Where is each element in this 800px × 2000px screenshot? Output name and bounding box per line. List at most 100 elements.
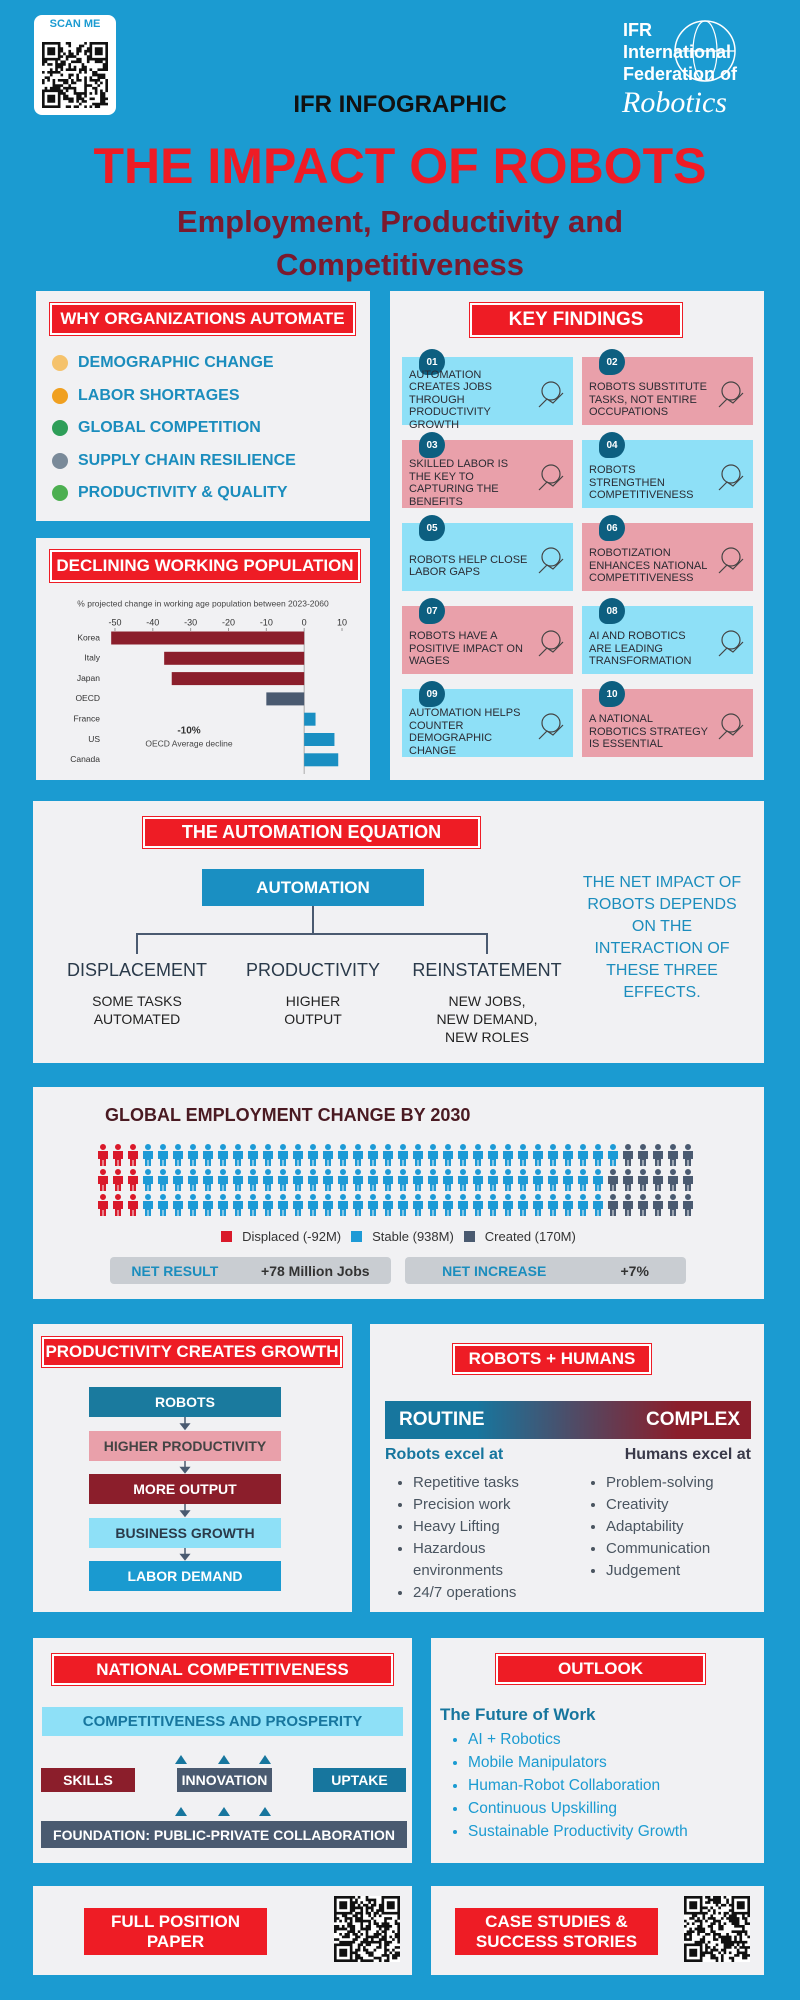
person-icon: [653, 1169, 663, 1191]
person-icon: [353, 1144, 363, 1166]
flow-step: HIGHER PRODUCTIVITY: [89, 1430, 281, 1461]
person-icon: [638, 1144, 648, 1166]
person-icon: [683, 1144, 693, 1166]
person-icon: [518, 1194, 528, 1216]
person-icon: [338, 1169, 348, 1191]
link-button[interactable]: FULL POSITION PAPER: [84, 1908, 267, 1955]
x-tick-label: -40: [146, 617, 159, 627]
qr-modules: [684, 1896, 750, 1962]
x-tick-label: -10: [260, 617, 273, 627]
list-item: Judgement: [606, 1560, 755, 1582]
finding-text: AUTOMATION HELPS COUNTER DEMOGRAPHIC CHA…: [409, 707, 521, 757]
person-icon: [458, 1169, 468, 1191]
person-icon: [518, 1144, 528, 1166]
person-icon: [458, 1194, 468, 1216]
reason: LABOR SHORTAGES: [78, 386, 240, 404]
section-title: KEY FINDINGS: [469, 302, 683, 338]
person-icon: [653, 1194, 663, 1216]
person-icon: [653, 1144, 663, 1166]
person-icon: [533, 1194, 543, 1216]
logo-text: IFR: [623, 20, 652, 40]
x-tick-label: 0: [302, 617, 307, 627]
person-icon: [98, 1144, 108, 1166]
person-icon: [458, 1144, 468, 1166]
icon-shape: [718, 475, 744, 491]
triangle: [218, 1807, 230, 1816]
outlook-item: Sustainable Productivity Growth: [468, 1820, 752, 1843]
pyramid-arrows: [175, 1755, 271, 1816]
icon-shape: [541, 630, 561, 650]
finding-icon: [718, 381, 744, 408]
triangle: [175, 1807, 187, 1816]
person-icon: [548, 1169, 558, 1191]
person-icon: [503, 1169, 513, 1191]
person-icon: [473, 1194, 483, 1216]
person-icon: [668, 1144, 678, 1166]
branch-detail: NEW DEMAND,: [436, 1011, 538, 1027]
person-icon: [368, 1144, 378, 1166]
person-icon: [428, 1194, 438, 1216]
finding-number: 07: [419, 598, 445, 624]
bar-chart: % projected change in working age popula…: [70, 598, 347, 774]
branch-detail: AUTOMATED: [93, 1011, 181, 1027]
person-icon: [113, 1169, 123, 1191]
person-icon: [233, 1194, 243, 1216]
qr-modules: [42, 42, 108, 108]
item-icon: [52, 387, 68, 404]
legend-swatch: [463, 1230, 475, 1242]
qr-code: [334, 1896, 400, 1962]
person-icon: [218, 1194, 228, 1216]
logo-globe: [674, 20, 736, 82]
person-icon: [203, 1169, 213, 1191]
summary-value: +78 Million Jobs: [261, 1262, 370, 1279]
finding-icon: [718, 630, 744, 657]
legend: Displaced (-92M) Stable (938M) Created (17…: [33, 1226, 764, 1246]
flow-step: BUSINESS GROWTH: [89, 1517, 281, 1548]
person-icon: [413, 1194, 423, 1216]
person-icon: [143, 1194, 153, 1216]
person-icon: [593, 1144, 603, 1166]
finding-number: 05: [419, 515, 445, 541]
reason: SUPPLY CHAIN RESILIENCE: [78, 451, 296, 469]
icon-shape: [541, 547, 561, 567]
finding-number: 08: [599, 598, 625, 624]
person-icon: [158, 1194, 168, 1216]
list-item: Adaptability: [606, 1516, 755, 1538]
root-node: AUTOMATION: [202, 869, 424, 906]
person-icon: [308, 1169, 318, 1191]
pillar: SKILLS: [41, 1768, 135, 1792]
person-icon: [158, 1169, 168, 1191]
branch-label: DISPLACEMENT: [66, 959, 208, 980]
finding-icon: [538, 713, 564, 740]
finding-number: 04: [599, 432, 625, 458]
qr-code: [42, 42, 108, 108]
branch-label: REINSTATEMENT: [412, 959, 562, 980]
person-icon: [518, 1169, 528, 1191]
section-title: THE AUTOMATION EQUATION: [142, 816, 481, 849]
category-label: Korea: [77, 632, 100, 642]
list-item: Communication: [606, 1538, 755, 1560]
person-icon: [323, 1144, 333, 1166]
person-icon: [383, 1194, 393, 1216]
chart-subtitle: % projected change in working age popula…: [77, 598, 329, 608]
person-icon: [413, 1144, 423, 1166]
finding-number: 02: [599, 349, 625, 375]
person-icon: [323, 1169, 333, 1191]
flow-arrow: [179, 1417, 191, 1431]
person-icon: [443, 1169, 453, 1191]
branch-detail: HIGHER: [285, 993, 341, 1009]
person-icon: [383, 1169, 393, 1191]
person-icon: [503, 1144, 513, 1166]
person-icon: [128, 1144, 138, 1166]
person-icon: [548, 1194, 558, 1216]
annotation-value: -10%: [177, 726, 200, 737]
person-icon: [623, 1169, 633, 1191]
logo-text: Federation of: [623, 64, 738, 84]
x-tick-label: -30: [184, 617, 197, 627]
band-label: ROUTINE: [399, 1409, 485, 1430]
finding-icon: [718, 547, 744, 574]
link-button[interactable]: CASE STUDIES & SUCCESS STORIES: [455, 1908, 658, 1955]
person-icon: [143, 1169, 153, 1191]
person-icon: [368, 1169, 378, 1191]
summary-bar: NET INCREASE +7%: [405, 1257, 686, 1284]
